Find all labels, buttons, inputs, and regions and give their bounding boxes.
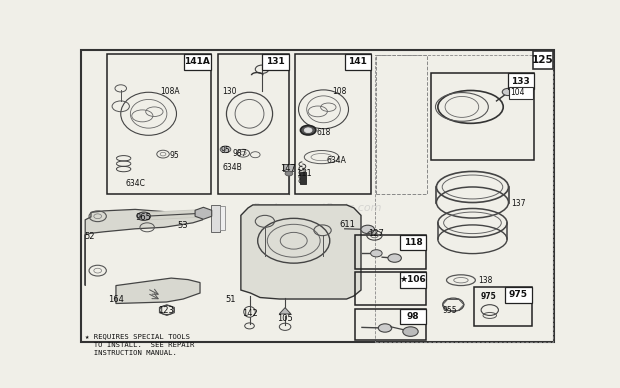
Text: 127: 127 [368, 229, 384, 238]
Bar [508, 73, 534, 89]
Text: 142: 142 [242, 310, 257, 319]
Text: 618: 618 [317, 128, 331, 137]
Text: ReplacementParts.com: ReplacementParts.com [253, 203, 383, 213]
Text: 965: 965 [136, 213, 152, 222]
Text: 141: 141 [348, 57, 367, 66]
Bar [431, 73, 534, 160]
Text: 104: 104 [510, 88, 525, 97]
Circle shape [361, 225, 374, 234]
Text: 133: 133 [512, 77, 530, 86]
Text: 131: 131 [267, 57, 285, 66]
Polygon shape [241, 205, 361, 299]
Circle shape [502, 88, 514, 95]
Polygon shape [85, 210, 202, 286]
Bar [262, 54, 289, 69]
Bar [533, 51, 553, 69]
Text: 141A: 141A [184, 57, 210, 66]
Text: 147: 147 [280, 164, 296, 173]
Circle shape [304, 128, 312, 133]
Bar [184, 54, 211, 69]
Bar [295, 54, 371, 194]
Text: ★ REQUIRES SPECIAL TOOLS
  TO INSTALL.  SEE REPAIR
  INSTRUCTION MANUAL.: ★ REQUIRES SPECIAL TOOLS TO INSTALL. SEE… [85, 333, 195, 356]
Circle shape [378, 324, 392, 332]
Bar [474, 287, 531, 326]
Circle shape [403, 327, 418, 336]
Text: 123: 123 [159, 307, 174, 315]
Bar [505, 287, 531, 303]
Text: 130: 130 [223, 87, 237, 96]
Bar [355, 308, 427, 340]
Bar [355, 272, 427, 305]
Text: 105: 105 [277, 314, 293, 323]
Circle shape [285, 171, 293, 176]
Circle shape [388, 254, 401, 262]
Text: 611: 611 [340, 220, 355, 229]
Text: 118: 118 [404, 238, 422, 247]
Text: 108: 108 [332, 87, 347, 97]
Text: 111: 111 [296, 169, 312, 178]
Bar [400, 308, 427, 324]
Text: 975: 975 [509, 290, 528, 299]
Text: ★106: ★106 [400, 275, 427, 284]
Text: 975: 975 [480, 291, 496, 301]
Text: 634B: 634B [223, 163, 242, 172]
Text: 108A: 108A [160, 87, 180, 96]
Text: 634C: 634C [125, 179, 145, 188]
Bar [400, 235, 427, 250]
Polygon shape [116, 278, 200, 303]
Bar [355, 235, 427, 269]
Text: 138: 138 [478, 276, 492, 285]
Bar [376, 55, 553, 342]
Text: 137: 137 [511, 199, 525, 208]
Bar [300, 172, 306, 184]
Circle shape [301, 125, 316, 135]
Circle shape [196, 209, 209, 217]
Text: 51: 51 [225, 294, 236, 303]
Bar [400, 272, 427, 288]
Circle shape [371, 250, 382, 257]
Circle shape [137, 212, 151, 220]
Text: 634A: 634A [326, 156, 347, 165]
Text: 98: 98 [407, 312, 420, 321]
Text: 125: 125 [532, 55, 554, 65]
Bar [345, 54, 371, 69]
Bar [218, 54, 289, 194]
Text: 955: 955 [443, 306, 458, 315]
Text: 164: 164 [108, 295, 124, 305]
Text: 53: 53 [177, 221, 188, 230]
Text: 52: 52 [84, 232, 95, 241]
Text: 95: 95 [220, 146, 230, 155]
Bar [107, 54, 211, 194]
Bar [211, 205, 219, 232]
Text: 987: 987 [232, 149, 247, 158]
Text: 95: 95 [170, 151, 180, 160]
Circle shape [220, 146, 231, 152]
Bar [509, 87, 533, 99]
Bar [219, 206, 226, 230]
Bar [376, 55, 427, 194]
